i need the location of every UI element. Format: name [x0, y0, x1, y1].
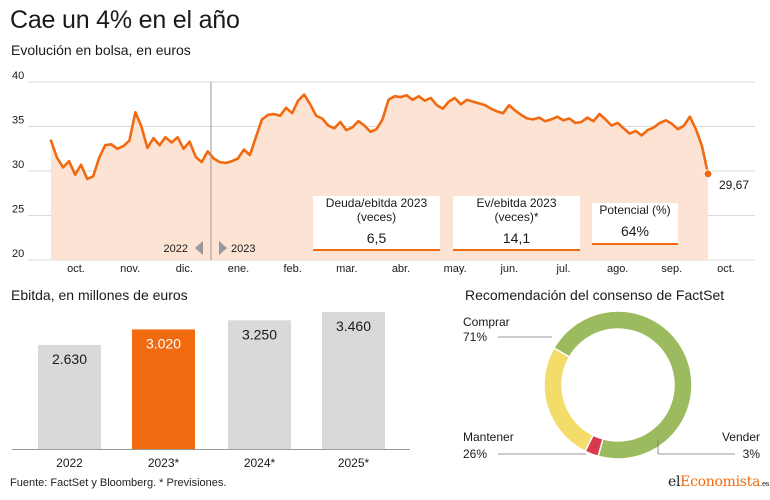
ratio-box-deuda-ebitda: Deuda/ebitda 2023 (veces) 6,5 [313, 196, 440, 251]
ratio-box-potencial: Potencial (%) 64% [592, 203, 678, 245]
x-tick-label: abr. [392, 263, 410, 275]
bar-value-label: 3.250 [242, 326, 277, 342]
x-tick-label: jul. [555, 263, 570, 275]
donut-value-comprar: 71% [463, 330, 487, 344]
ebitda-bar [322, 312, 385, 449]
x-tick-label: feb. [283, 263, 301, 275]
bar-category-label: 2024* [244, 456, 276, 470]
ebitda-bar-chart: 2.630 2022 3.020 2023* 3.250 2024* 3.460 2025* [12, 312, 410, 470]
bar-value-label: 3.020 [146, 335, 181, 351]
x-tick-label: ene. [228, 263, 249, 275]
brand-logo-accent: Economista [680, 474, 761, 490]
bar-category-label: 2023* [148, 456, 180, 470]
x-tick-label: dic. [176, 263, 193, 275]
donut-slice-comprar [552, 310, 693, 460]
y-tick-label: 30 [12, 159, 24, 171]
arrow-right-icon [219, 241, 227, 255]
x-tick-label: mar. [336, 263, 357, 275]
ebitda-bar [132, 329, 195, 449]
y-tick-label: 40 [12, 70, 24, 82]
x-tick-label: oct. [67, 263, 85, 275]
last-price-label: 29,67 [719, 178, 749, 192]
ratio-label-line: Potencial (%) [599, 203, 671, 217]
brand-logo-suffix: .es [760, 480, 770, 488]
donut-value-vender: 3% [743, 447, 761, 461]
donut-label-mantener: Mantener [463, 430, 514, 444]
x-tick-label: may. [444, 263, 467, 275]
ratio-label-line: Ev/ebitda 2023 [476, 196, 557, 210]
brand-logo: elEconomista.es [668, 474, 769, 490]
y-tick-label: 35 [12, 115, 24, 127]
ebitda-bar [38, 344, 101, 449]
consensus-chart-title: Recomendación del consenso de FactSet [465, 287, 725, 303]
year-label-2022: 2022 [164, 243, 188, 255]
price-line [49, 93, 710, 181]
brand-logo-prefix: el [668, 474, 681, 490]
ebitda-chart-title: Ebitda, en millones de euros [11, 287, 188, 303]
bar-category-label: 2025* [338, 456, 370, 470]
x-tick-label: jun. [499, 263, 518, 275]
x-tick-label: nov. [120, 263, 140, 275]
ratio-label-line: (veces)* [494, 210, 539, 224]
ratio-value: 64% [620, 223, 650, 239]
y-tick-label: 20 [12, 248, 24, 260]
ratio-label-line: (veces) [356, 210, 397, 224]
ratio-value: 6,5 [366, 230, 387, 246]
x-tick-label: sep. [661, 263, 682, 275]
ratio-box-ev-ebitda: Ev/ebitda 2023 (veces)* 14,1 [453, 196, 580, 251]
last-price-marker [703, 169, 713, 179]
bar-category-label: 2022 [56, 456, 83, 470]
ratio-label-line: Deuda/ebitda 2023 [325, 196, 428, 210]
source-note: Fuente: FactSet y Bloomberg. * Prevision… [10, 477, 227, 489]
donut-slice-mantener [543, 346, 595, 453]
x-tick-label: ago. [607, 263, 628, 275]
ebitda-bar [228, 320, 291, 449]
bar-value-label: 3.460 [336, 318, 371, 334]
arrow-left-icon [195, 241, 203, 255]
y-tick-label: 25 [12, 204, 24, 216]
ratio-value: 14,1 [502, 230, 531, 246]
year-label-2023: 2023 [231, 243, 255, 255]
page-title: Cae un 4% en el año [10, 6, 240, 34]
donut-label-comprar: Comprar [463, 315, 510, 329]
bar-value-label: 2.630 [52, 351, 87, 367]
donut-value-mantener: 26% [463, 447, 487, 461]
donut-label-vender: Vender [722, 430, 760, 444]
line-chart-subtitle: Evolución en bolsa, en euros [11, 42, 191, 58]
x-tick-label: oct. [717, 263, 735, 275]
